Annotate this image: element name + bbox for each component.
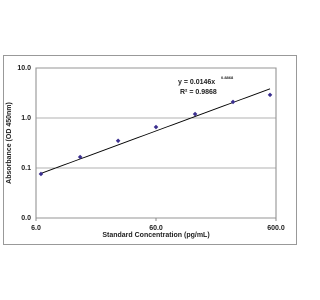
data-point [77,154,83,160]
data-point [153,124,159,130]
trend-equation: y = 0.0146x [178,79,215,86]
y-tick-label: 0.1 [21,165,31,172]
x-axis-title: Standard Concentration (pg/mL) [102,232,209,239]
x-tick-label: 600.0 [267,225,285,232]
data-point [38,171,44,177]
y-tick-label: 0.0 [21,215,31,222]
page: {"chart_data": {"type": "scatter", "x_la… [3,55,297,245]
data-point [192,111,198,117]
data-point [115,138,121,144]
y-tick-label: 1.0 [21,115,31,122]
y-axis-title: Absorbance (OD 450nm) [6,102,13,184]
chart-frame [3,55,297,245]
y-tick-label: 10.0 [17,65,31,72]
r-squared: R² = 0.9868 [180,89,217,96]
chart: Standard Concentration (pg/mL) Absorbanc… [3,55,297,245]
data-point [267,92,273,98]
trend-exponent: 0.8868 [221,75,234,80]
x-tick-label: 6.0 [31,225,41,232]
x-tick-label: 60.0 [149,225,163,232]
data-point [230,99,236,105]
